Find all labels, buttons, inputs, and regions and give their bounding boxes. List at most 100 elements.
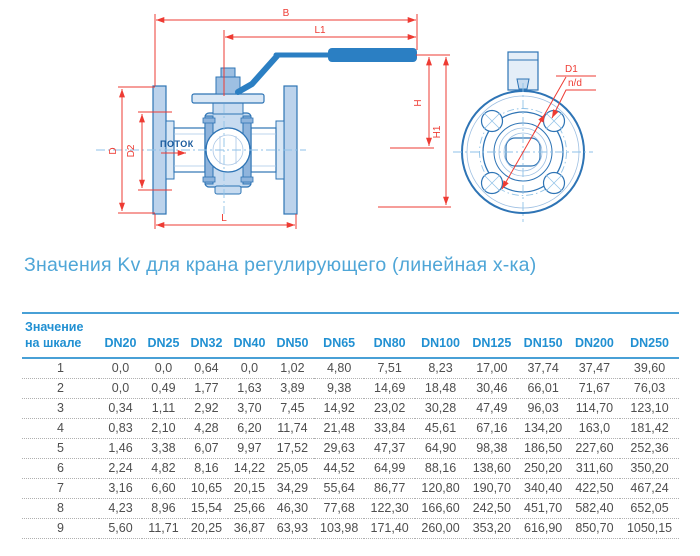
kv-value-cell: 166,60	[414, 498, 467, 519]
flow-label: ПОТОК	[160, 139, 194, 149]
kv-value-cell: 37,47	[568, 357, 621, 379]
kv-value-cell: 14,92	[313, 398, 365, 419]
kv-value-cell: 55,64	[313, 478, 365, 499]
kv-value-cell: 14,22	[227, 458, 271, 479]
kv-value-cell: 3,16	[99, 478, 142, 499]
kv-value-cell: 260,00	[414, 518, 467, 539]
mounting-plate	[191, 93, 265, 104]
kv-value-cell: 37,74	[517, 357, 569, 379]
kv-value-cell: 652,05	[620, 498, 679, 519]
kv-value-cell: 66,01	[517, 378, 569, 399]
kv-value-cell: 45,61	[414, 418, 467, 439]
scale-value-cell: 5	[22, 438, 99, 459]
kv-value-cell: 20,15	[227, 478, 271, 499]
kv-table-container: Значение на шкале DN20 DN25 DN32 DN40 DN50 DN…	[22, 312, 679, 539]
dn-column-header: DN80	[364, 313, 415, 359]
kv-table-body: 1 0,0 0,0 0,64 0,0 1,02 4,80 7,51 8,23 17,00 37,74…	[22, 357, 679, 539]
kv-value-cell: 616,90	[517, 518, 569, 539]
kv-value-cell: 14,69	[364, 378, 415, 399]
kv-value-cell: 76,03	[620, 378, 679, 399]
kv-value-cell: 2,24	[99, 458, 142, 479]
dimension-lines	[118, 14, 596, 229]
table-row: 1 0,0 0,0 0,64 0,0 1,02 4,80 7,51 8,23 17,00 37,74…	[22, 357, 679, 379]
scale-value-cell: 9	[22, 518, 99, 539]
table-row: 9 5,60 11,71 20,25 36,87 63,93 103,98 171,40 260…	[22, 518, 679, 539]
kv-value-cell: 96,03	[517, 398, 569, 419]
dn-column-header: DN20	[99, 313, 142, 359]
kv-value-cell: 10,65	[184, 478, 228, 499]
kv-value-cell: 138,60	[466, 458, 518, 479]
kv-value-cell: 77,68	[313, 498, 365, 519]
kv-value-cell: 252,36	[620, 438, 679, 459]
scale-value-cell: 3	[22, 398, 99, 419]
kv-value-cell: 8,96	[141, 498, 185, 519]
kv-value-cell: 5,60	[99, 518, 142, 539]
kv-value-cell: 4,28	[184, 418, 228, 439]
kv-value-cell: 6,60	[141, 478, 185, 499]
kv-value-cell: 6,20	[227, 418, 271, 439]
kv-value-cell: 64,99	[364, 458, 415, 479]
dn-column-header: DN200	[568, 313, 621, 359]
kv-value-cell: 34,29	[270, 478, 314, 499]
kv-value-cell: 190,70	[466, 478, 518, 499]
kv-value-cell: 3,70	[227, 398, 271, 419]
kv-value-cell: 7,45	[270, 398, 314, 419]
dim-h1-label: H1	[432, 125, 443, 138]
kv-value-cell: 21,48	[313, 418, 365, 439]
kv-value-cell: 4,80	[313, 357, 365, 379]
dn-column-header: DN40	[227, 313, 271, 359]
bolt-holes	[480, 109, 566, 195]
dn-column-header: DN125	[466, 313, 518, 359]
kv-value-cell: 0,64	[184, 357, 228, 379]
kv-value-cell: 227,60	[568, 438, 621, 459]
table-row: 5 1,46 3,38 6,07 9,97 17,52 29,63 47,37 64,90 98,…	[22, 438, 679, 459]
scale-value-cell: 6	[22, 458, 99, 479]
kv-value-cell: 340,40	[517, 478, 569, 499]
dimension-labels: B L1 H H1 D D2 L D1 n/d ПОТОК	[108, 8, 582, 224]
kv-value-cell: 44,52	[313, 458, 365, 479]
kv-value-cell: 47,49	[466, 398, 518, 419]
kv-value-cell: 114,70	[568, 398, 621, 419]
kv-value-cell: 1,11	[141, 398, 185, 419]
kv-value-cell: 9,97	[227, 438, 271, 459]
kv-value-cell: 36,87	[227, 518, 271, 539]
dim-nd-label: n/d	[568, 78, 582, 89]
kv-value-cell: 30,28	[414, 398, 467, 419]
kv-value-cell: 25,05	[270, 458, 314, 479]
kv-value-cell: 29,63	[313, 438, 365, 459]
scale-header-line2: на шкале	[25, 336, 82, 351]
kv-value-cell: 71,67	[568, 378, 621, 399]
table-row: 7 3,16 6,60 10,65 20,15 34,29 55,64 86,77 120,80…	[22, 478, 679, 499]
kv-value-cell: 2,92	[184, 398, 228, 419]
kv-value-cell: 422,50	[568, 478, 621, 499]
kv-value-cell: 353,20	[466, 518, 518, 539]
valve-side-view	[152, 48, 417, 215]
kv-value-cell: 0,0	[227, 357, 271, 379]
kv-value-cell: 20,25	[184, 518, 228, 539]
kv-value-cell: 8,16	[184, 458, 228, 479]
kv-value-cell: 23,02	[364, 398, 415, 419]
kv-value-cell: 30,46	[466, 378, 518, 399]
kv-value-cell: 3,38	[141, 438, 185, 459]
scale-column-header: Значение на шкале	[22, 313, 99, 359]
scale-value-cell: 2	[22, 378, 99, 399]
kv-value-cell: 25,66	[227, 498, 271, 519]
kv-value-cell: 0,49	[141, 378, 185, 399]
kv-value-cell: 311,60	[568, 458, 621, 479]
dim-h-label: H	[413, 99, 424, 106]
page-title: Значения Kv для крана регулирующего (лин…	[24, 254, 537, 276]
scale-header-line1: Значение	[25, 320, 84, 334]
kv-value-cell: 451,70	[517, 498, 569, 519]
kv-value-cell: 15,54	[184, 498, 228, 519]
kv-value-cell: 1050,15	[620, 518, 679, 539]
kv-value-cell: 350,20	[620, 458, 679, 479]
dim-l-label: L	[221, 213, 227, 224]
scale-value-cell: 1	[22, 357, 99, 379]
table-row: 6 2,24 4,82 8,16 14,22 25,05 44,52 64,99 88,16 13…	[22, 458, 679, 479]
kv-value-cell: 120,80	[414, 478, 467, 499]
dn-column-header: DN50	[270, 313, 314, 359]
dn-column-header: DN100	[414, 313, 467, 359]
kv-value-cell: 186,50	[517, 438, 569, 459]
kv-value-cell: 103,98	[313, 518, 365, 539]
